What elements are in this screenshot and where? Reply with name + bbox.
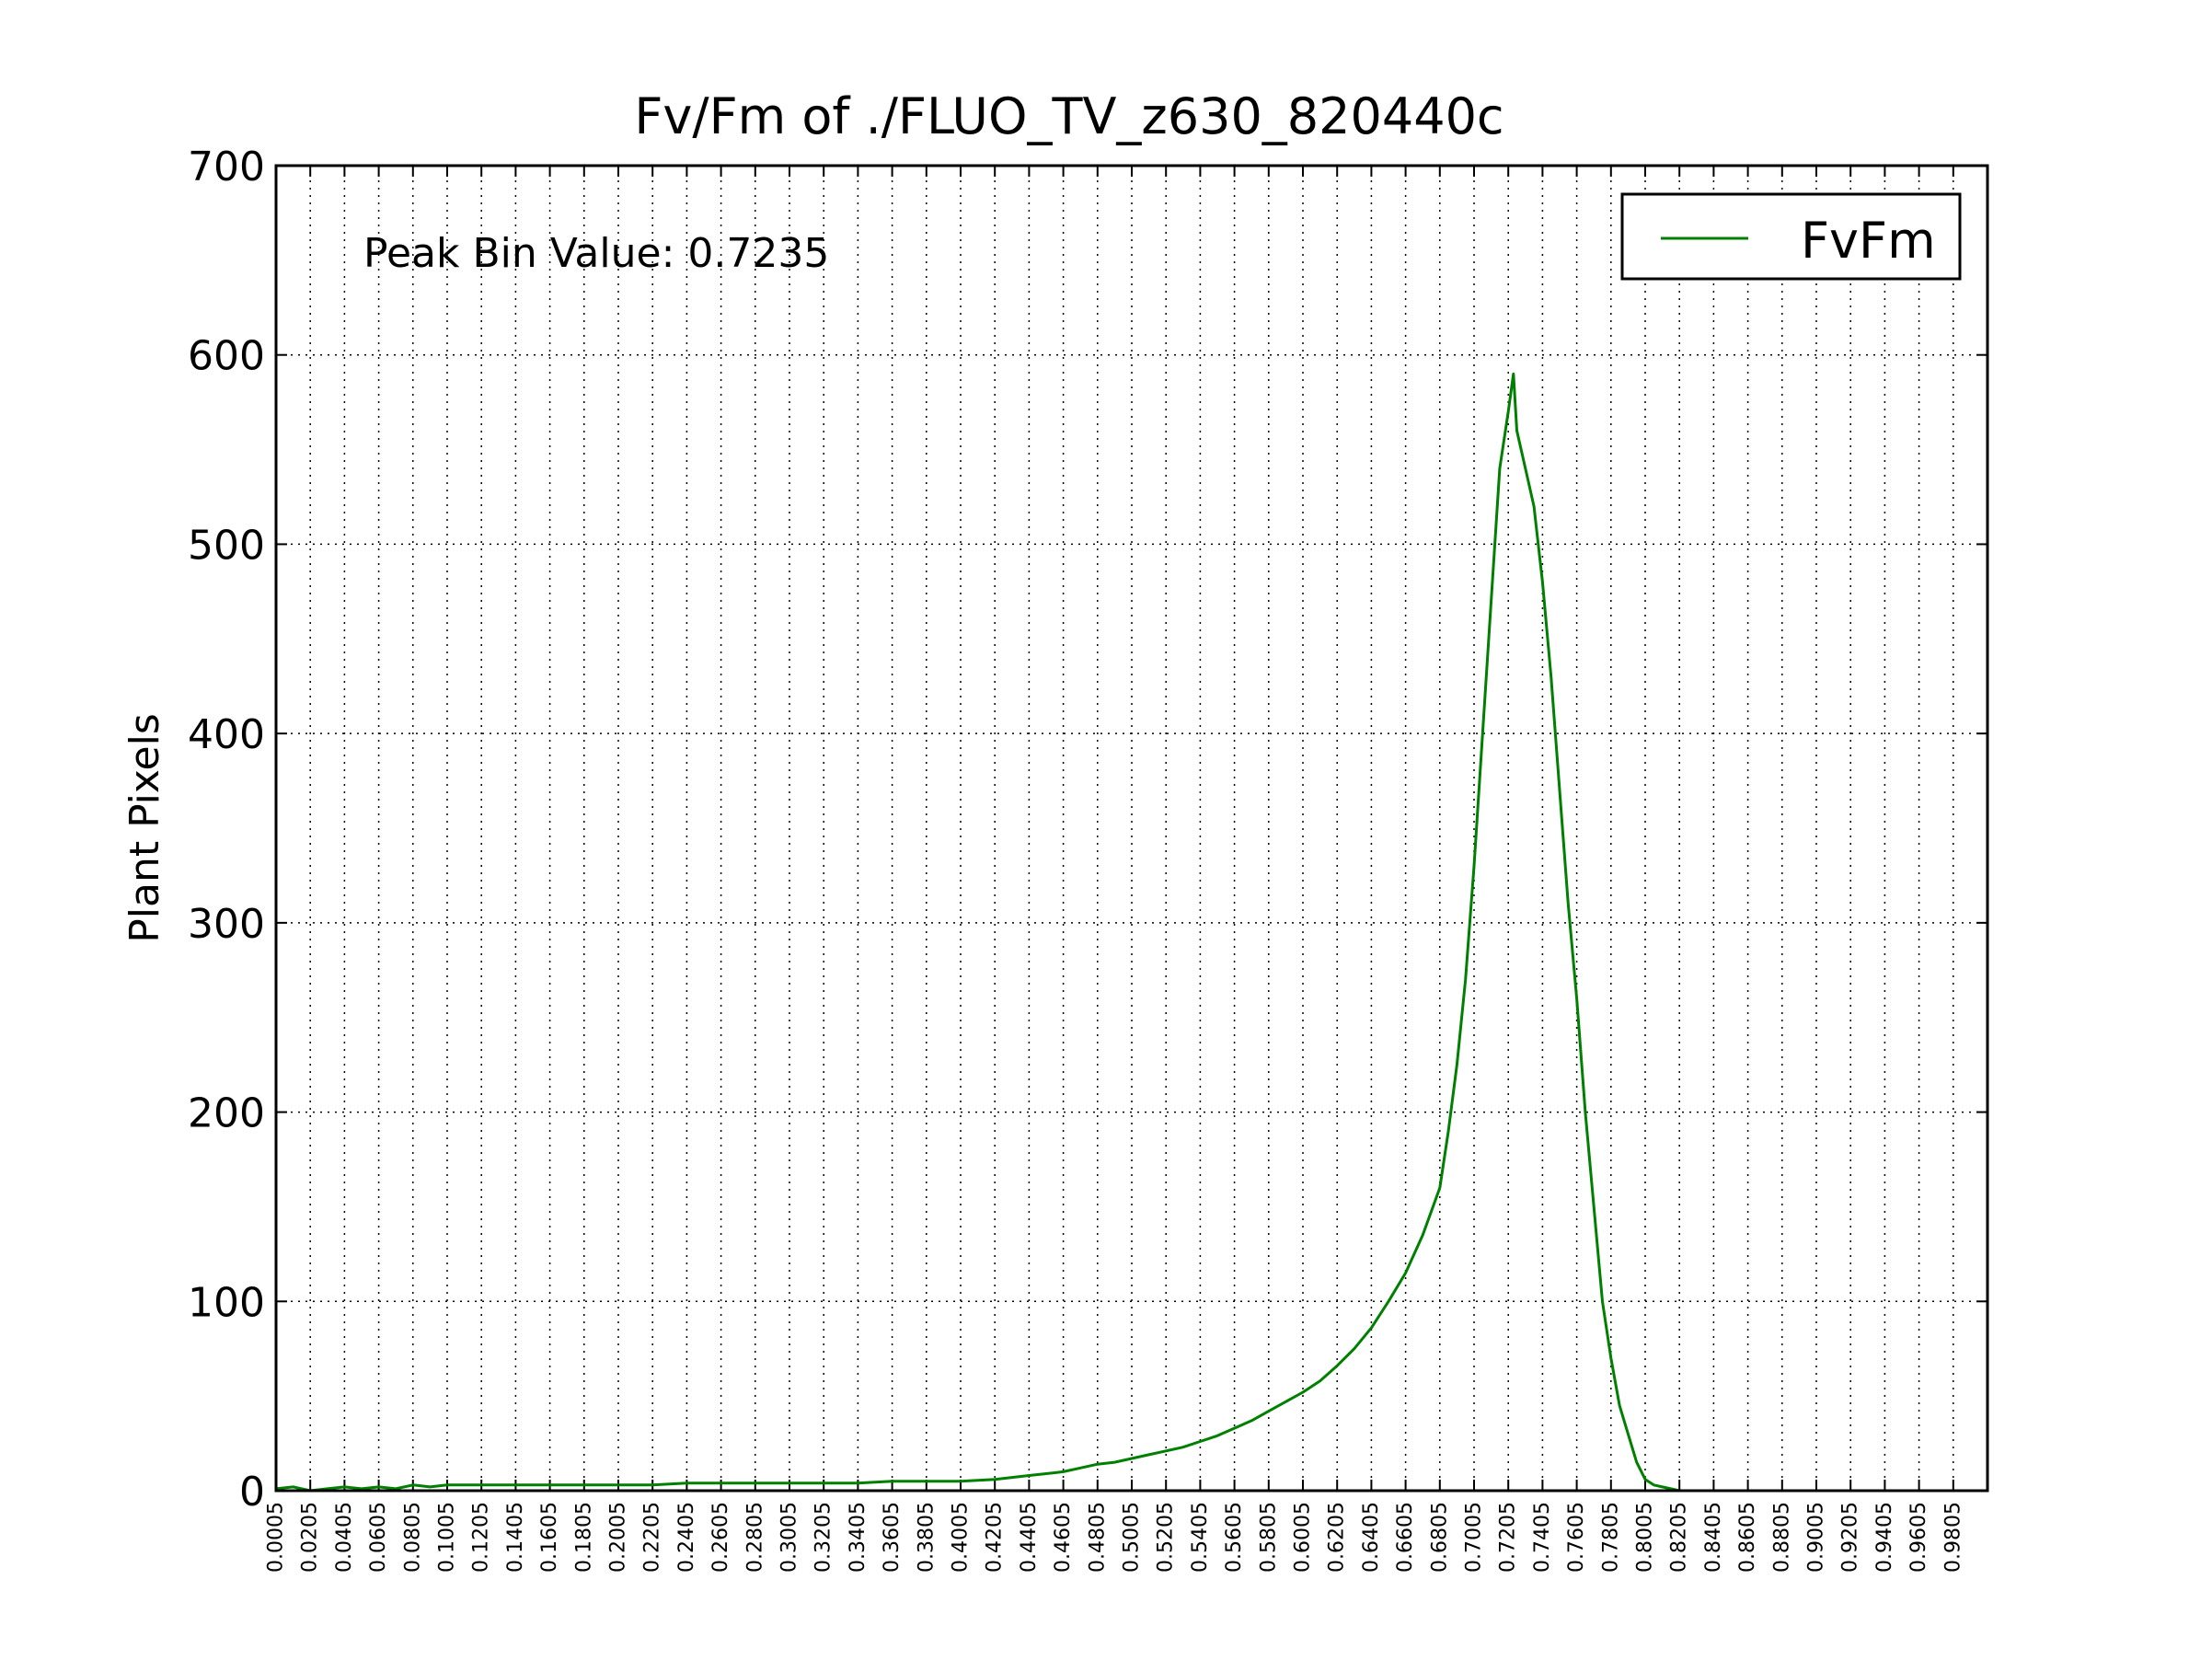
- chart-title: Fv/Fm of ./FLUO_TV_z630_820440c: [634, 87, 1503, 145]
- y-tick-label: 0: [239, 1469, 265, 1516]
- x-tick-label: 0.3605: [881, 1502, 904, 1573]
- x-tick-label: 0.3005: [778, 1502, 801, 1573]
- x-tick-label: 0.7405: [1531, 1502, 1554, 1573]
- x-tick-label: 0.4205: [984, 1502, 1007, 1573]
- y-tick-label: 700: [188, 144, 265, 190]
- x-tick-label: 0.0405: [333, 1502, 356, 1573]
- y-tick-label: 400: [188, 711, 265, 758]
- x-tick-label: 0.8605: [1736, 1502, 1759, 1573]
- x-tick-label: 0.3805: [915, 1502, 938, 1573]
- x-tick-label: 0.9605: [1907, 1502, 1930, 1573]
- y-tick-label: 200: [188, 1090, 265, 1137]
- x-tick-label: 0.1405: [504, 1502, 527, 1573]
- axis-ticks: [275, 165, 1987, 1492]
- x-tick-label: 0.6405: [1360, 1502, 1383, 1573]
- x-tick-label: 0.6205: [1326, 1502, 1349, 1573]
- x-tick-label: 0.7605: [1565, 1502, 1588, 1573]
- x-tick-label: 0.8805: [1770, 1502, 1793, 1573]
- x-tick-label: 0.0205: [299, 1502, 322, 1573]
- x-tick-label: 0.2205: [641, 1502, 664, 1573]
- x-tick-label: 0.1805: [572, 1502, 595, 1573]
- y-tick-label: 500: [188, 522, 265, 569]
- x-tick-label: 0.5205: [1155, 1502, 1178, 1573]
- x-tick-label: 0.1005: [436, 1502, 459, 1573]
- x-tick-label: 0.9205: [1839, 1502, 1862, 1573]
- x-tick-label: 0.8205: [1668, 1502, 1691, 1573]
- x-tick-label: 0.3405: [847, 1502, 870, 1573]
- y-tick-label: 300: [188, 901, 265, 948]
- x-tick-label: 0.5805: [1257, 1502, 1280, 1573]
- x-tick-label: 0.5605: [1223, 1502, 1246, 1573]
- x-tick-label: 0.2005: [607, 1502, 630, 1573]
- x-tick-label: 0.3205: [812, 1502, 835, 1573]
- series-layer: [275, 372, 1680, 1493]
- x-tick-label: 0.7005: [1463, 1502, 1486, 1573]
- x-tick-label: 0.5005: [1121, 1502, 1144, 1573]
- x-tick-label: 0.7805: [1599, 1502, 1622, 1573]
- legend-box: [1620, 192, 1962, 281]
- y-tick-label: 600: [188, 333, 265, 380]
- x-tick-label: 0.4405: [1018, 1502, 1041, 1573]
- grid: [275, 166, 1987, 1491]
- x-tick-label: 0.1605: [538, 1502, 561, 1573]
- x-tick-label: 0.9805: [1941, 1502, 1964, 1573]
- x-tick-label: 0.0005: [265, 1502, 288, 1573]
- x-tick-label: 0.2605: [709, 1502, 732, 1573]
- x-tick-labels: 0.0005 0.0205 0.0405 0.0605 0.0805 0.1005 0.12…: [265, 1502, 1965, 1573]
- y-axis-label: Plant Pixels: [121, 713, 168, 943]
- x-tick-label: 0.8005: [1634, 1502, 1657, 1573]
- x-tick-label: 0.7205: [1497, 1502, 1520, 1573]
- x-tick-label: 0.8405: [1702, 1502, 1725, 1573]
- x-tick-label: 0.6005: [1292, 1502, 1315, 1573]
- x-tick-label: 0.4805: [1086, 1502, 1109, 1573]
- x-tick-label: 0.9405: [1873, 1502, 1896, 1573]
- x-tick-label: 0.5405: [1189, 1502, 1212, 1573]
- x-tick-label: 0.0605: [367, 1502, 390, 1573]
- legend-label-fvfm: FvFm: [1801, 212, 1936, 270]
- series-line-fvfm: [275, 372, 1680, 1493]
- x-tick-label: 0.4605: [1052, 1502, 1075, 1573]
- y-tick-label: 100: [188, 1279, 265, 1326]
- x-tick-label: 0.2805: [743, 1502, 766, 1573]
- x-tick-label: 0.1205: [470, 1502, 493, 1573]
- x-tick-label: 0.6605: [1394, 1502, 1417, 1573]
- x-tick-label: 0.9005: [1805, 1502, 1828, 1573]
- plot-frame: [274, 164, 1989, 1493]
- x-tick-label: 0.2405: [675, 1502, 698, 1573]
- legend: FvFm: [1620, 192, 1962, 281]
- y-tick-labels: 0 100 200 300 400 500 600 700: [188, 144, 265, 1516]
- peak-annotation: Peak Bin Value: 0.7235: [363, 230, 829, 277]
- x-tick-label: 0.6805: [1428, 1502, 1451, 1573]
- x-tick-label: 0.4005: [950, 1502, 973, 1573]
- x-tick-label: 0.0805: [401, 1502, 424, 1573]
